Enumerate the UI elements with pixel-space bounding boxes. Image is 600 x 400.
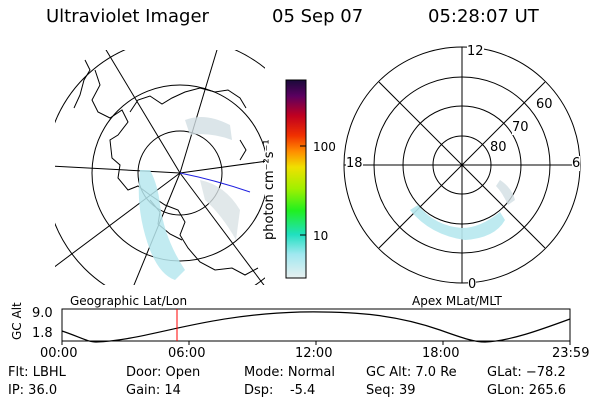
colorbar-tick-10: 10 <box>313 229 329 243</box>
glat-label: GLat: −78.2 <box>487 365 566 380</box>
altitude-ytick-1: 1.8 <box>32 326 53 341</box>
colorbar-scale <box>285 79 307 279</box>
colorbar-tick-100: 100 <box>313 140 336 154</box>
altitude-ytick-9: 9.0 <box>32 306 53 321</box>
dsp-label: Dsp: -5.4 <box>244 383 316 398</box>
seq-label: Seq: 39 <box>366 383 416 398</box>
date-label: 05 Sep 07 <box>272 6 364 27</box>
altitude-ylabel: GC Alt <box>10 302 24 340</box>
altitude-curve <box>61 311 571 343</box>
geo-aurora-emission <box>138 116 240 280</box>
altitude-xtick: 06:00 <box>168 346 206 361</box>
geo-map-label: Geographic Lat/Lon <box>70 294 188 308</box>
door-label: Door: Open <box>126 365 201 380</box>
footprint-track <box>179 172 251 193</box>
mlt-label-0: 0 <box>468 277 477 292</box>
altitude-xtick: 12:00 <box>295 346 333 361</box>
ip-label: IP: 36.0 <box>8 383 58 398</box>
geo-meridian <box>133 172 181 285</box>
mlt-label-18: 18 <box>346 156 363 171</box>
filter-label: Flt: LBHL <box>8 365 66 380</box>
altitude-xtick: 23:59 <box>552 346 590 361</box>
altitude-xtick: 00:00 <box>40 346 78 361</box>
mlat-label-80: 80 <box>490 140 507 155</box>
geo-lat-circle <box>137 130 223 216</box>
geo-lat-circle <box>91 84 265 262</box>
time-label: 05:28:07 UT <box>428 6 539 27</box>
gc-alt-label: GC Alt: 7.0 Re <box>366 365 457 380</box>
mode-label: Mode: Normal <box>244 365 335 380</box>
gain-label: Gain: 14 <box>126 383 181 398</box>
mlt-label-6: 6 <box>572 156 581 171</box>
geo-meridian <box>105 50 181 174</box>
mlat-label-60: 60 <box>536 97 553 112</box>
geo-meridian <box>179 160 265 174</box>
geo-meridian <box>179 172 265 285</box>
altitude-xtick: 18:00 <box>422 346 460 361</box>
polar-aurora-emission <box>410 180 515 240</box>
instrument-title: Ultraviolet Imager <box>46 6 209 27</box>
polar-plot-label: Apex MLat/MLT <box>412 294 502 308</box>
glon-label: GLon: 265.6 <box>487 383 567 398</box>
mlat-label-70: 70 <box>512 120 529 135</box>
mlt-label-12: 12 <box>467 44 484 59</box>
mlt-line <box>378 81 546 249</box>
